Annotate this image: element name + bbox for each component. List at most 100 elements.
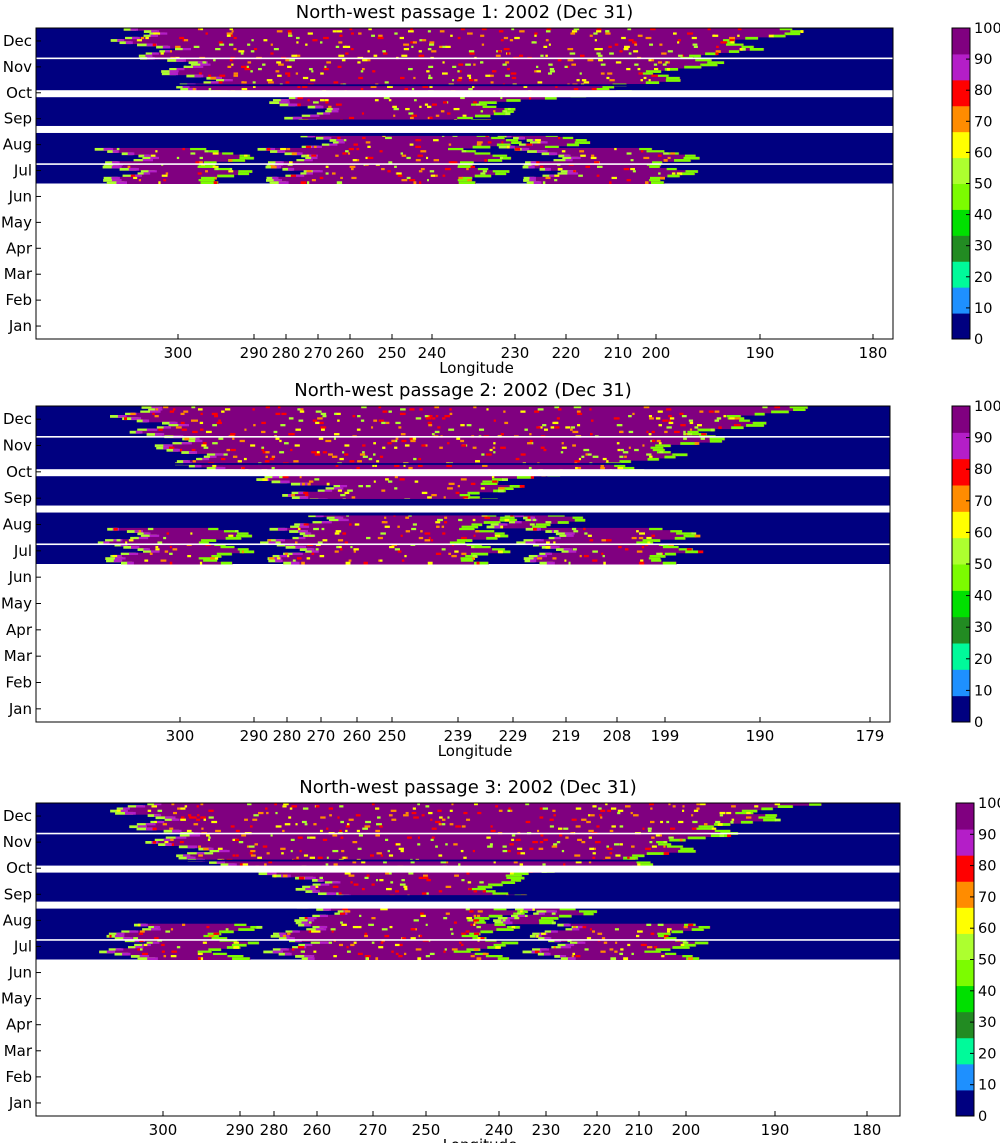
ice-speckle [659, 43, 663, 47]
ice-speckle [520, 852, 526, 855]
ice-edge [202, 457, 210, 461]
ice-edge [198, 541, 209, 545]
ice-speckle [247, 43, 251, 47]
ice-speckle [746, 811, 751, 815]
ice-speckle [322, 838, 328, 842]
ice-edge [695, 59, 712, 62]
ice-strip [554, 955, 694, 958]
ice-edge [277, 527, 288, 531]
ice-edge [647, 457, 659, 461]
ice-speckle [212, 442, 218, 445]
ice-edge [493, 112, 506, 116]
ice-speckle [332, 849, 339, 853]
data-gap [36, 90, 893, 98]
ice-strip [267, 557, 474, 560]
ice-edge [560, 946, 572, 949]
ice-speckle [406, 156, 411, 160]
ice-speckle [441, 134, 445, 138]
ice-strip [558, 154, 697, 158]
ice-speckle [198, 28, 204, 31]
ice-edge [292, 116, 303, 120]
ice-speckle [563, 827, 569, 831]
ice-edge [514, 908, 531, 911]
ice-strip [305, 550, 511, 554]
ice-edge [110, 39, 123, 42]
ice-edge [176, 67, 185, 71]
ice-speckle [668, 543, 674, 547]
ice-speckle [313, 145, 317, 149]
ice-edge [97, 541, 108, 545]
ice-edge [272, 176, 279, 180]
ice-edge [544, 937, 552, 940]
ice-edge [304, 955, 315, 958]
colorbar-tick-label: 70 [978, 890, 996, 906]
ice-strip [312, 521, 501, 524]
ice-speckle [447, 816, 450, 820]
ice-edge [125, 412, 136, 416]
ice-speckle [555, 85, 558, 89]
ice-edge [198, 557, 217, 560]
ice-edge [183, 65, 201, 69]
x-tick-label: 240 [418, 344, 447, 362]
ice-edge [657, 934, 669, 938]
ice-speckle [500, 433, 504, 436]
ice-edge [571, 156, 581, 160]
ice-edge [658, 543, 670, 547]
ice-speckle [583, 448, 590, 452]
ice-speckle [527, 442, 533, 445]
ice-strip [307, 105, 497, 109]
ice-speckle [437, 518, 443, 522]
ice-edge [289, 530, 306, 533]
ice-speckle [504, 518, 510, 522]
ice-speckle [552, 421, 559, 425]
ice-edge [121, 561, 133, 565]
ice-speckle [534, 70, 537, 73]
colorbar-swatch [956, 803, 974, 830]
ice-strip [285, 545, 492, 549]
ice-speckle [315, 885, 319, 889]
x-tick-label: 290 [240, 344, 269, 362]
ice-edge [165, 816, 176, 820]
ice-speckle [295, 428, 301, 432]
ice-speckle [397, 525, 400, 529]
ice-strip [299, 548, 506, 551]
ice-strip [571, 925, 711, 929]
ice-speckle [233, 74, 239, 78]
ice-speckle [261, 446, 265, 450]
ice-edge [288, 103, 298, 107]
ice-edge [564, 154, 571, 158]
ice-speckle [502, 63, 507, 67]
ice-edge [525, 161, 536, 165]
ice-speckle [540, 165, 544, 169]
ice-edge [472, 545, 491, 549]
ice-speckle [320, 412, 327, 416]
ice-speckle [341, 849, 345, 853]
y-tick-label: Apr [6, 621, 33, 639]
ice-edge [528, 554, 545, 558]
ice-edge [474, 952, 487, 956]
ice-speckle [356, 147, 360, 151]
ice-speckle [557, 59, 562, 62]
ice-edge [182, 85, 190, 89]
ice-speckle [172, 408, 176, 412]
ice-speckle [699, 410, 704, 414]
ice-edge [319, 914, 328, 918]
ice-speckle [476, 103, 481, 107]
ice-speckle [149, 552, 153, 556]
ice-edge [115, 948, 124, 952]
ice-speckle [356, 829, 360, 833]
ice-edge [556, 548, 570, 551]
ice-speckle [642, 827, 645, 831]
ice-speckle [498, 489, 504, 493]
ice-edge [619, 460, 631, 463]
ice-speckle [537, 557, 543, 560]
ice-speckle [768, 34, 774, 38]
ice-speckle [346, 946, 349, 949]
ice-speckle [616, 424, 623, 427]
ice-speckle [591, 87, 597, 91]
ice-edge [772, 34, 786, 38]
ice-speckle [393, 514, 396, 518]
ice-speckle [418, 876, 423, 880]
ice-edge [653, 74, 669, 78]
ice-edge [152, 941, 160, 945]
